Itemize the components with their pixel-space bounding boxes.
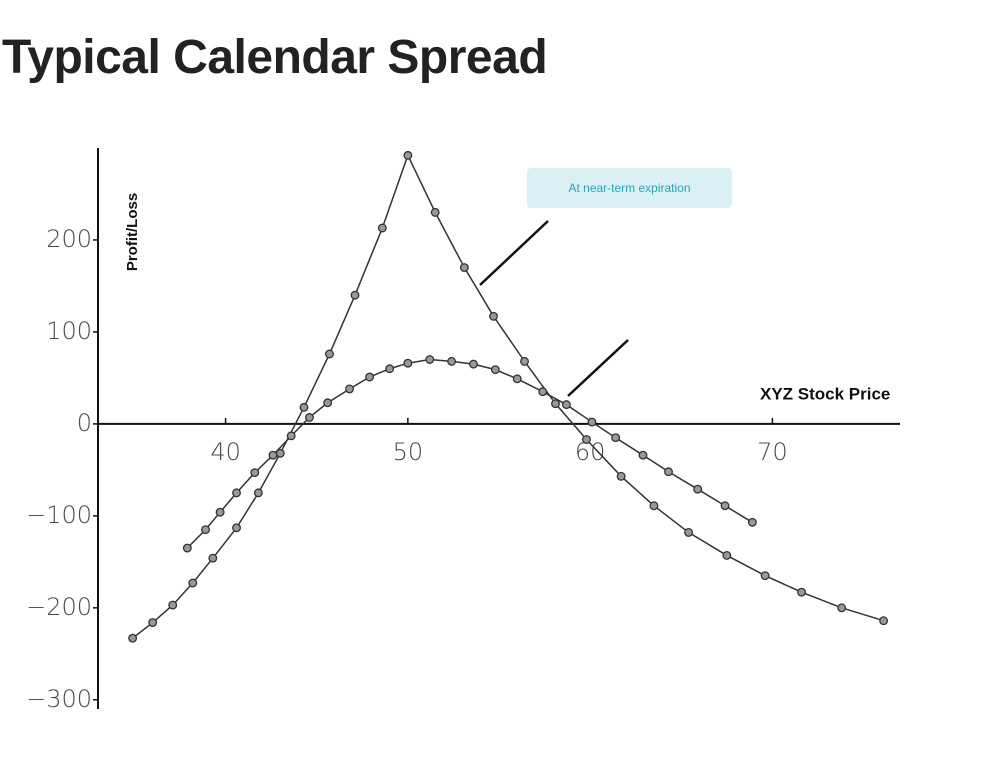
- chart-title: Typical Calendar Spread: [2, 31, 548, 84]
- data-point: [797, 587, 807, 597]
- data-point: [722, 550, 732, 560]
- y-tick-label: −300: [26, 685, 92, 713]
- data-point: [664, 467, 673, 477]
- data-point: [520, 356, 529, 366]
- data-point: [760, 571, 770, 581]
- data-point: [385, 364, 395, 374]
- data-point: [489, 311, 498, 321]
- data-point: [325, 349, 334, 359]
- data-point: [693, 484, 703, 494]
- annotation: At near-term expiration: [527, 168, 732, 208]
- data-point: [837, 603, 847, 613]
- data-point: [551, 399, 560, 409]
- x-axis-label: XYZ Stock Price: [760, 384, 890, 403]
- data-point: [377, 223, 387, 233]
- data-point: [616, 471, 626, 481]
- data-point: [188, 578, 198, 588]
- data-point: [490, 365, 500, 375]
- data-point: [649, 501, 659, 511]
- data-point: [168, 600, 178, 610]
- data-point: [538, 387, 548, 397]
- x-tick-label: 60: [575, 438, 606, 466]
- data-point: [148, 618, 158, 628]
- data-point: [323, 398, 333, 408]
- data-point: [299, 402, 309, 412]
- data-point: [128, 633, 138, 643]
- data-point: [425, 355, 435, 364]
- y-tick-label: −200: [26, 593, 92, 621]
- data-point: [253, 488, 263, 498]
- data-point: [215, 507, 225, 517]
- y-tick-label: 0: [77, 409, 92, 437]
- x-tick-label: 70: [757, 438, 788, 466]
- y-tick-label: 100: [46, 317, 92, 345]
- data-point: [365, 372, 375, 382]
- pointer-line: [567, 339, 629, 397]
- data-point: [403, 150, 413, 160]
- data-point: [350, 290, 360, 300]
- data-point: [268, 450, 278, 460]
- data-point: [469, 359, 478, 369]
- data-point: [512, 374, 522, 384]
- data-point: [201, 525, 210, 535]
- data-point: [611, 433, 621, 443]
- pointer-line: [479, 220, 549, 286]
- x-tick-label: 50: [393, 438, 424, 466]
- data-point: [720, 501, 730, 511]
- data-point: [250, 468, 260, 478]
- data-point: [182, 543, 192, 553]
- data-point: [345, 384, 354, 394]
- data-point: [587, 417, 597, 427]
- data-point: [430, 207, 440, 217]
- data-point: [403, 358, 413, 368]
- data-point: [684, 527, 694, 537]
- data-point: [747, 517, 757, 527]
- data-point: [638, 450, 648, 460]
- y-tick-label: 200: [46, 225, 92, 253]
- data-point: [447, 356, 457, 366]
- data-point: [561, 400, 571, 410]
- y-tick-label: −100: [26, 501, 92, 529]
- data-point: [208, 553, 218, 563]
- data-point: [459, 263, 469, 273]
- y-axis-label: Profit/Loss: [124, 193, 141, 271]
- x-tick-label: 40: [210, 438, 241, 466]
- data-point: [232, 523, 241, 533]
- data-point: [232, 488, 241, 498]
- data-point: [286, 431, 296, 441]
- data-point: [879, 616, 889, 626]
- data-point: [304, 413, 314, 422]
- data-point: [582, 435, 591, 444]
